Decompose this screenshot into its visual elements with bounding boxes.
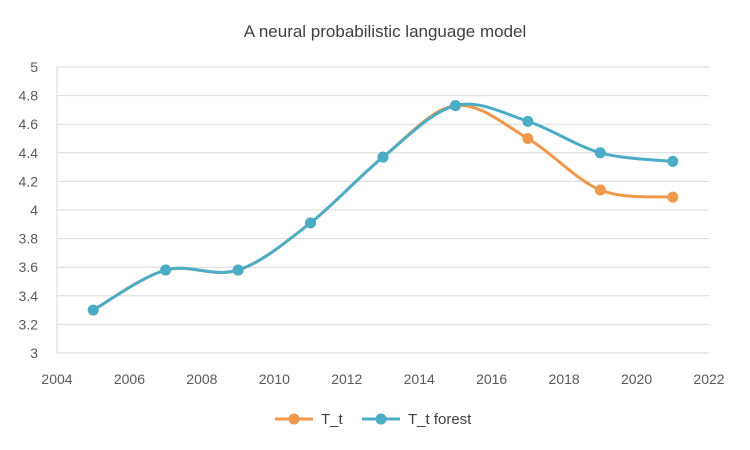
- y-tick-label: 3.4: [19, 288, 39, 304]
- series-line: [91, 102, 675, 312]
- data-point: [232, 264, 244, 276]
- legend-marker: [288, 413, 300, 425]
- x-tick-label: 2016: [476, 371, 507, 387]
- x-tick-label: 2012: [331, 371, 362, 387]
- legend-label: T_t forest: [408, 411, 472, 428]
- y-tick-label: 4.6: [19, 116, 39, 132]
- data-point: [667, 191, 679, 203]
- legend-label: T_t: [321, 411, 344, 428]
- y-tick-label: 4.4: [19, 145, 39, 161]
- x-tick-label: 2020: [621, 371, 652, 387]
- data-point: [594, 184, 606, 196]
- y-tick-label: 3.2: [19, 316, 39, 332]
- series-2: [87, 100, 679, 316]
- data-point: [305, 217, 317, 229]
- legend-item: T_t: [275, 411, 344, 428]
- series-1: [87, 100, 679, 316]
- chart-title: A neural probabilistic language model: [244, 22, 527, 41]
- data-point: [522, 133, 534, 144]
- series-line: [91, 103, 675, 312]
- y-tick-label: 3.8: [19, 231, 39, 247]
- x-tick-label: 2010: [259, 371, 290, 387]
- legend-item: T_t forest: [362, 411, 472, 428]
- x-tick-label: 2006: [114, 371, 145, 387]
- x-tick-label: 2004: [41, 371, 72, 387]
- data-point: [160, 264, 172, 276]
- data-point: [667, 155, 679, 167]
- y-tick-label: 4: [30, 202, 38, 218]
- data-point: [87, 304, 99, 316]
- y-tick-label: 5: [30, 59, 38, 75]
- legend-marker: [375, 413, 387, 425]
- x-tick-label: 2014: [404, 371, 435, 387]
- data-point: [449, 100, 461, 112]
- y-tick-label: 3.6: [19, 259, 39, 275]
- data-point: [522, 115, 534, 127]
- y-tick-label: 3: [30, 345, 38, 361]
- x-tick-label: 2022: [693, 371, 724, 387]
- data-point: [377, 151, 389, 163]
- y-tick-label: 4.8: [19, 88, 39, 104]
- x-tick-label: 2018: [549, 371, 580, 387]
- x-tick-label: 2008: [186, 371, 217, 387]
- y-tick-label: 4.2: [19, 173, 39, 189]
- data-point: [594, 147, 606, 159]
